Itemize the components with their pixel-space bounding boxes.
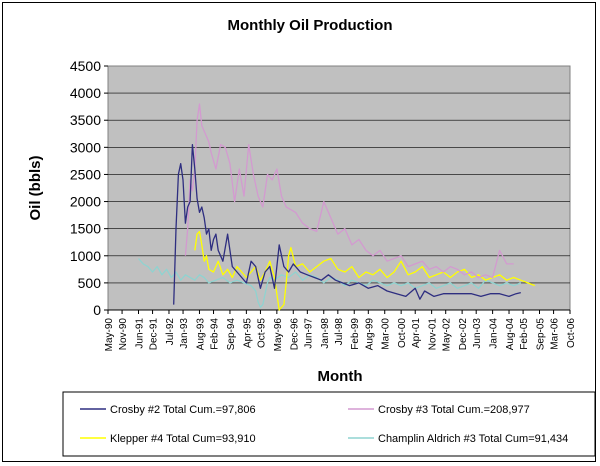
y-axis-ticks: 0 500 1000 1500 2000 2500 3000 3500 4000 4500: [70, 58, 108, 318]
x-tick-label: Jan-98: [320, 318, 331, 349]
x-axis-ticks: May-90 Nov-90 Jun-91 Dec-91 Jul-92 Jan-93 Aug-…: [104, 309, 577, 352]
x-tick-label: Aug-99: [364, 318, 375, 351]
x-tick-label: Oct-00: [397, 318, 408, 348]
x-axis-title: Month: [318, 368, 363, 385]
x-tick-label: Mar-06: [550, 318, 561, 350]
legend-box: [62, 391, 596, 457]
x-tick-label: Dec-96: [289, 318, 300, 351]
x-tick-label: Aug-04: [505, 318, 516, 351]
x-tick-label: Jul-92: [165, 318, 176, 346]
y-tick-label: 4500: [70, 58, 101, 74]
y-tick-label: 3500: [70, 112, 101, 128]
x-tick-label: Oct-95: [256, 318, 267, 348]
x-tick-label: Jan-04: [489, 318, 500, 349]
x-tick-label: Feb-94: [210, 318, 221, 350]
y-tick-label: 2500: [70, 166, 101, 182]
x-tick-label: Feb-05: [519, 318, 530, 350]
x-tick-label: May-90: [104, 318, 115, 352]
chart-title: Monthly Oil Production: [228, 17, 393, 34]
x-tick-label: Sep-05: [536, 318, 547, 351]
series-lines: [138, 103, 536, 311]
y-tick-label: 2000: [70, 194, 101, 210]
series-line: [173, 143, 521, 305]
x-tick-label: Jun-91: [134, 318, 145, 349]
y-tick-label: 500: [78, 275, 102, 291]
x-tick-label: May-02: [442, 318, 453, 352]
series-line: [138, 258, 522, 308]
series-line: [184, 103, 514, 279]
x-tick-label: Nov-01: [428, 318, 439, 351]
x-tick-label: Nov-90: [118, 318, 129, 351]
y-tick-label: 3000: [70, 139, 101, 155]
y-tick-label: 1000: [70, 248, 101, 264]
legend-label: Klepper #4 Total Cum=93,910: [110, 433, 256, 445]
y-tick-label: 0: [93, 302, 101, 318]
legend: Crosby #2 Total Cum.=97,806 Crosby #3 Tot…: [80, 404, 568, 445]
x-tick-label: Apr-01: [411, 318, 422, 348]
y-tick-label: 4000: [70, 85, 101, 101]
x-tick-label: Dec-91: [149, 318, 160, 351]
x-tick-label: Sep-94: [226, 318, 237, 351]
x-tick-label: Aug-93: [195, 318, 206, 351]
x-tick-label: Oct-06: [566, 318, 577, 348]
x-tick-label: Apr-95: [242, 318, 253, 348]
legend-label: Crosby #2 Total Cum.=97,806: [110, 404, 256, 416]
legend-label: Crosby #3 Total Cum.=208,977: [378, 404, 530, 416]
x-tick-label: Mar-00: [381, 318, 392, 350]
x-tick-label: Jan-93: [179, 318, 190, 349]
x-tick-label: Jun-03: [472, 318, 483, 349]
y-axis-title: Oil (bbls): [27, 156, 44, 221]
x-tick-label: Jul-98: [334, 318, 345, 346]
x-tick-label: Jun-97: [303, 318, 314, 349]
grid-lines: [108, 92, 570, 284]
legend-label: Champlin Aldrich #3 Total Cum=91,434: [378, 433, 568, 445]
x-tick-label: Dec-02: [458, 318, 469, 351]
y-tick-label: 1500: [70, 221, 101, 237]
x-tick-label: May-96: [273, 318, 284, 352]
x-tick-label: Feb-99: [350, 318, 361, 350]
series-line: [194, 230, 536, 311]
